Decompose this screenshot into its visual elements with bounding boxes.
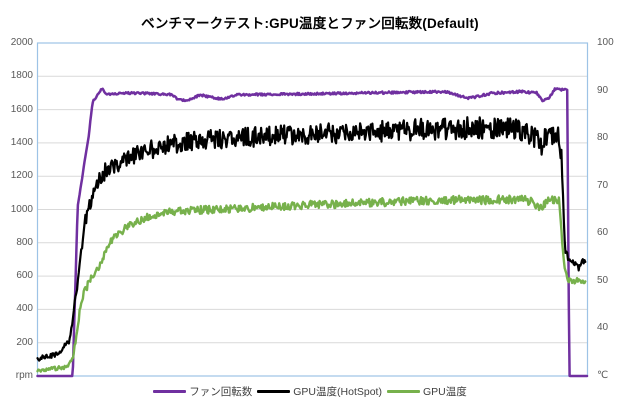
left-axis-tick: 1400	[10, 136, 33, 148]
right-axis-tick: ℃	[597, 370, 609, 381]
right-axis-tick: 60	[597, 227, 609, 239]
left-axis-rpm: 2000 1800 1600 1400 1200 1000 800 600 400 200 rpm	[0, 0, 33, 405]
left-axis-tick: 1000	[10, 203, 33, 215]
legend-item-gpu-temp: GPU温度	[386, 384, 467, 399]
legend-label-fan-rpm: ファン回転数	[189, 385, 253, 398]
legend-swatch-gpu-temp	[386, 389, 420, 393]
gpu-hotspot-temp-line	[36, 116, 587, 362]
legend-swatch-fan-rpm	[153, 389, 187, 393]
plot-border	[36, 42, 589, 377]
legend-swatch-gpu-hotspot-temp	[257, 389, 291, 393]
left-axis-tick: 800	[16, 236, 33, 248]
right-axis-tick: 80	[597, 132, 609, 144]
gpu-temp-line	[36, 194, 587, 373]
legend: ファン回転数 GPU温度(HotSpot) GPU温度	[0, 382, 620, 400]
fan-rpm-line	[36, 87, 589, 378]
left-axis-tick: 1600	[10, 103, 33, 115]
legend-item-fan-rpm: ファン回転数	[153, 384, 252, 399]
right-axis-tick: 40	[597, 322, 609, 334]
right-axis-tick: 90	[597, 84, 609, 96]
legend-label-gpu-temp: GPU温度	[422, 385, 467, 398]
left-axis-tick: 200	[16, 336, 33, 348]
right-axis-tick: 100	[597, 37, 614, 48]
left-axis-tick: 1200	[10, 170, 33, 182]
left-axis-tick: 400	[16, 303, 33, 315]
left-axis-tick: 2000	[10, 37, 33, 48]
left-axis-tick: 600	[16, 270, 33, 282]
chart-title: ベンチマークテスト:GPU温度とファン回転数(Default)	[141, 16, 479, 31]
right-axis-tick: 70	[597, 179, 609, 191]
right-axis-celsius: 100 90 80 70 60 50 40 ℃	[597, 0, 620, 405]
right-axis-tick: 50	[597, 274, 609, 286]
left-axis-tick: rpm	[15, 370, 33, 381]
left-axis-tick: 1800	[10, 70, 33, 82]
legend-label-gpu-hotspot-temp: GPU温度(HotSpot)	[293, 385, 382, 398]
legend-item-gpu-hotspot-temp: GPU温度(HotSpot)	[257, 384, 382, 399]
